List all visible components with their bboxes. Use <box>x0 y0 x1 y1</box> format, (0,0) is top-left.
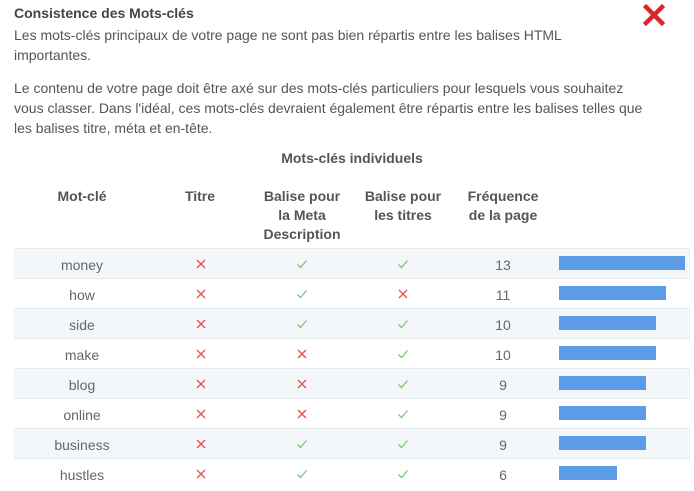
cross-icon <box>196 349 206 359</box>
cross-icon <box>196 319 206 329</box>
check-icon <box>398 350 408 359</box>
cross-icon <box>297 409 307 419</box>
frequency-bar <box>559 316 656 330</box>
keyword-cell: hustles <box>59 467 105 483</box>
keyword-cell: money <box>60 257 104 273</box>
column-header-headings: Balise pour les titres <box>364 188 442 223</box>
frequency-cell: 9 <box>499 407 507 423</box>
keywords-table: money 13 how 11 side 10 make 10 blog 9 online 9 busi… <box>14 248 690 488</box>
table-title: Mots-clés individuels <box>281 150 423 166</box>
cross-icon <box>196 259 206 269</box>
table-row: hustles 6 <box>14 458 690 488</box>
close-icon <box>643 4 665 26</box>
check-icon <box>297 290 307 299</box>
frequency-bar <box>559 466 618 480</box>
table-row: business 9 <box>14 428 690 458</box>
cross-icon <box>297 379 307 389</box>
frequency-cell: 10 <box>495 347 511 363</box>
table-row: online 9 <box>14 398 690 428</box>
check-icon <box>398 440 408 449</box>
column-header-meta: Balise pour la Meta Description <box>263 188 341 242</box>
frequency-bar <box>559 256 685 270</box>
keyword-cell: how <box>69 287 95 303</box>
frequency-bar <box>559 406 647 420</box>
check-icon <box>297 470 307 479</box>
column-header-title: Titre <box>184 188 216 204</box>
keyword-cell: blog <box>68 377 96 393</box>
frequency-bar <box>559 286 666 300</box>
frequency-cell: 9 <box>499 437 507 453</box>
cross-icon <box>196 289 206 299</box>
frequency-cell: 9 <box>499 377 507 393</box>
column-header-keyword: Mot-clé <box>57 188 107 204</box>
cross-icon <box>196 469 206 479</box>
cross-icon <box>297 349 307 359</box>
frequency-cell: 6 <box>499 467 507 483</box>
check-icon <box>398 320 408 329</box>
table-row: how 11 <box>14 278 690 308</box>
frequency-cell: 13 <box>495 257 511 273</box>
check-icon <box>297 440 307 449</box>
frequency-bar <box>559 376 647 390</box>
keyword-cell: make <box>64 347 100 363</box>
keyword-cell: online <box>63 407 101 423</box>
description-text: Le contenu de votre page doit être axé s… <box>14 80 643 136</box>
cross-icon <box>196 409 206 419</box>
cross-icon <box>398 289 408 299</box>
table-row: side 10 <box>14 308 690 338</box>
frequency-cell: 10 <box>495 317 511 333</box>
check-icon <box>398 380 408 389</box>
keyword-cell: side <box>69 317 95 333</box>
cross-icon <box>196 439 206 449</box>
check-icon <box>398 260 408 269</box>
check-icon <box>297 320 307 329</box>
frequency-bar <box>559 436 647 450</box>
table-row: make 10 <box>14 338 690 368</box>
table-row: money 13 <box>14 248 690 278</box>
keyword-cell: business <box>54 437 110 453</box>
check-icon <box>297 260 307 269</box>
cross-icon <box>196 379 206 389</box>
check-icon <box>398 410 408 419</box>
frequency-cell: 11 <box>495 287 511 303</box>
frequency-bar <box>559 346 656 360</box>
section-title: Consistence des Mots-clés <box>14 5 194 21</box>
check-icon <box>398 470 408 479</box>
column-header-frequency: Fréquence de la page <box>467 188 539 223</box>
intro-text: Les mots-clés principaux de votre page n… <box>14 27 562 63</box>
table-row: blog 9 <box>14 368 690 398</box>
